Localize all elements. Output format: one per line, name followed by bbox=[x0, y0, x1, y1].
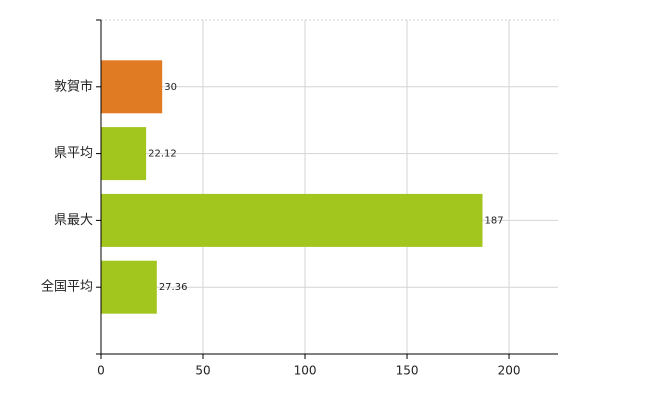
value-label: 187 bbox=[485, 215, 504, 226]
value-label: 30 bbox=[164, 82, 177, 93]
bar bbox=[101, 60, 163, 114]
y-tick-label: 県平均 bbox=[54, 146, 93, 161]
y-tick-label: 全国平均 bbox=[41, 279, 93, 295]
value-label: 22.12 bbox=[148, 149, 177, 160]
x-tick-label: 100 bbox=[294, 364, 317, 378]
bar bbox=[101, 260, 157, 314]
x-tick-label: 0 bbox=[97, 364, 105, 378]
y-tick-label: 県最大 bbox=[54, 213, 93, 228]
x-tick-label: 50 bbox=[195, 364, 210, 378]
x-tick-label: 150 bbox=[396, 364, 419, 378]
bar bbox=[101, 127, 147, 181]
x-tick-label: 200 bbox=[498, 364, 521, 378]
bar bbox=[101, 193, 483, 247]
y-tick-label: 敦賀市 bbox=[54, 78, 93, 94]
value-label: 27.36 bbox=[159, 282, 188, 293]
